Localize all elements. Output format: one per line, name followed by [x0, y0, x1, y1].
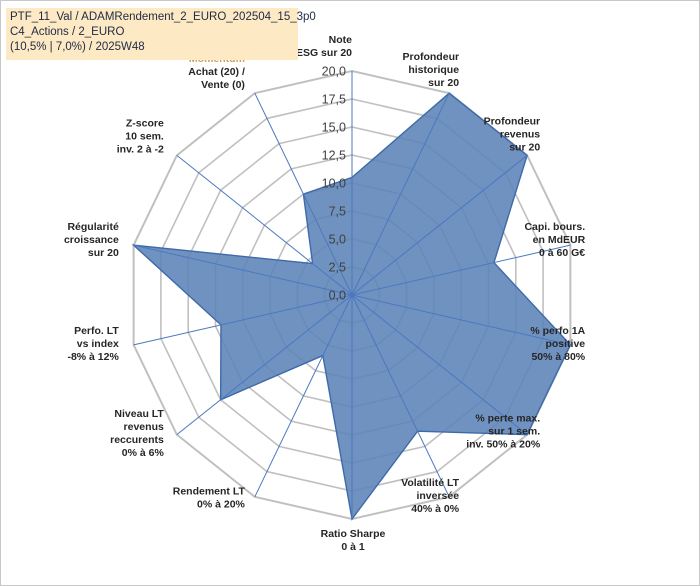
portfolio-info-line-3: (10,5% | 7,0%) / 2025W48	[10, 41, 145, 53]
axis-label-text: Régularité croissance sur 20	[64, 221, 119, 259]
spoke-3	[351, 154, 528, 296]
axis-label-line: Profondeur	[484, 116, 541, 128]
axis-label-6: % perte max. sur 1 sem. inv. 50% à 20%	[466, 412, 541, 450]
axis-label-text: Ratio Sharpe 0 à 1	[321, 528, 386, 553]
axis-label-3: Profondeur revenus sur 20	[484, 116, 541, 154]
axis-label-5: % perfo 1A positive 50% à 80%	[530, 325, 585, 363]
axis-label-line: Note	[329, 34, 352, 46]
axis-label-line: 0% à 20%	[197, 498, 246, 510]
axis-label-line: vs index	[77, 338, 119, 350]
spoke-10	[176, 294, 353, 436]
spoke-4	[351, 244, 571, 296]
tick-label: 20,0	[322, 65, 346, 79]
axis-label-line: sur 1 sem.	[488, 425, 540, 437]
axis-label-line: -8% à 12%	[67, 351, 119, 363]
axis-label-line: inversée	[416, 490, 459, 502]
spoke-7	[351, 294, 450, 498]
axis-label-line: Rendement LT	[173, 485, 246, 497]
axis-label-line: sur 20	[509, 142, 540, 154]
axis-label-line: % perfo 1A	[530, 325, 585, 337]
axis-label-line: 40% à 0%	[411, 503, 460, 515]
axis-label-10: Niveau LT revenus reccurents 0% à 6%	[110, 408, 164, 459]
spoke-2	[351, 92, 450, 296]
axis-label-line: sur 20	[428, 77, 459, 89]
radial-tick-labels: 0,0 2,5 5,0 7,5 10,0 12,5 15,0 17,5 20,0	[322, 65, 346, 303]
spoke-12	[133, 244, 353, 296]
portfolio-info-line-2: C4_Actions / 2_EURO	[10, 26, 125, 38]
axis-label-4: Capi. bours. en MdEUR 0 à 60 G€	[524, 221, 585, 259]
axis-label-text: % perte max. sur 1 sem. inv. 50% à 20%	[466, 412, 541, 450]
axis-label-line: Vente (0)	[201, 79, 245, 91]
axis-label-line: Perfo. LT	[74, 325, 119, 337]
axis-label-line: Achat (20) /	[188, 66, 245, 78]
axis-label-text: Niveau LT revenus reccurents 0% à 6%	[110, 408, 164, 459]
radar-spokes	[133, 71, 571, 519]
axis-label-text: Capi. bours. en MdEUR 0 à 60 G€	[524, 221, 585, 259]
tick-label: 10,0	[322, 177, 346, 191]
axis-label-line: Régularité	[67, 221, 119, 233]
tick-label: 12,5	[322, 149, 346, 163]
axis-label-11: Perfo. LT vs index -8% à 12%	[67, 325, 119, 363]
tick-label: 0,0	[329, 289, 346, 303]
axis-label-line: Ratio Sharpe	[321, 528, 386, 540]
axis-label-line: reccurents	[110, 434, 164, 446]
axis-label-line: % perte max.	[475, 412, 540, 424]
axis-label-line: inv. 2 à -2	[117, 144, 164, 156]
axis-label-line: revenus	[500, 129, 540, 141]
axis-label-line: 50% à 80%	[531, 351, 585, 363]
axis-label-line: 0 à 1	[341, 541, 365, 553]
tick-label: 17,5	[322, 93, 346, 107]
axis-label-line: 0 à 60 G€	[539, 247, 585, 259]
axis-label-text: Perfo. LT vs index -8% à 12%	[67, 325, 119, 363]
axis-label-text: Z-score 10 sem. inv. 2 à -2	[117, 118, 164, 156]
axis-label-line: ESG sur 20	[296, 47, 352, 59]
axis-label-line: Z-score	[126, 118, 164, 130]
axis-label-line: croissance	[64, 234, 119, 246]
spoke-11	[133, 294, 353, 346]
axis-label-8: Ratio Sharpe 0 à 1	[321, 528, 386, 553]
axis-labels: Note ESG sur 20 Profondeur historique sur 20…	[64, 34, 586, 553]
axis-label-line: positive	[545, 338, 585, 350]
axis-label-7: Volatilité LT inversée 40% à 0%	[401, 477, 460, 515]
axis-label-text: Rendement LT 0% à 20%	[173, 485, 246, 510]
tick-label: 7,5	[329, 205, 346, 219]
tick-label: 15,0	[322, 121, 346, 135]
axis-label-line: en MdEUR	[533, 234, 586, 246]
tick-label: 5,0	[329, 233, 346, 247]
axis-label-text: Volatilité LT inversée 40% à 0%	[401, 477, 460, 515]
axis-label-line: Profondeur	[402, 51, 459, 63]
axis-label-12: Régularité croissance sur 20	[64, 221, 119, 259]
axis-label-line: 10 sem.	[125, 131, 164, 143]
axis-label-9: Rendement LT 0% à 20%	[173, 485, 246, 510]
axis-label-text: % perfo 1A positive 50% à 80%	[530, 325, 585, 363]
axis-label-line: Volatilité LT	[401, 477, 460, 489]
spoke-14	[254, 92, 353, 296]
portfolio-info-line-1: PTF_11_Val / ADAMRendement_2_EURO_202504…	[10, 11, 316, 23]
portfolio-info-box: PTF_11_Val / ADAMRendement_2_EURO_202504…	[6, 8, 316, 60]
axis-label-line: Capi. bours.	[524, 221, 585, 233]
axis-label-line: historique	[408, 64, 459, 76]
axis-label-line: revenus	[124, 421, 164, 433]
tick-label: 2,5	[329, 261, 346, 275]
axis-label-line: 0% à 6%	[122, 447, 165, 459]
spoke-6	[351, 294, 528, 436]
axis-label-13: Z-score 10 sem. inv. 2 à -2	[117, 118, 164, 156]
axis-label-text: Note ESG sur 20	[296, 34, 352, 59]
axis-label-text: Profondeur historique sur 20	[402, 51, 459, 89]
spoke-5	[351, 294, 571, 346]
spoke-9	[254, 294, 353, 498]
axis-label-line: inv. 50% à 20%	[466, 438, 541, 450]
axis-label-1: Note ESG sur 20	[296, 34, 352, 59]
axis-label-2: Profondeur historique sur 20	[402, 51, 459, 89]
axis-label-line: Niveau LT	[114, 408, 164, 420]
spoke-13	[176, 154, 353, 296]
axis-label-line: sur 20	[88, 247, 119, 259]
axis-label-text: Profondeur revenus sur 20	[484, 116, 541, 154]
